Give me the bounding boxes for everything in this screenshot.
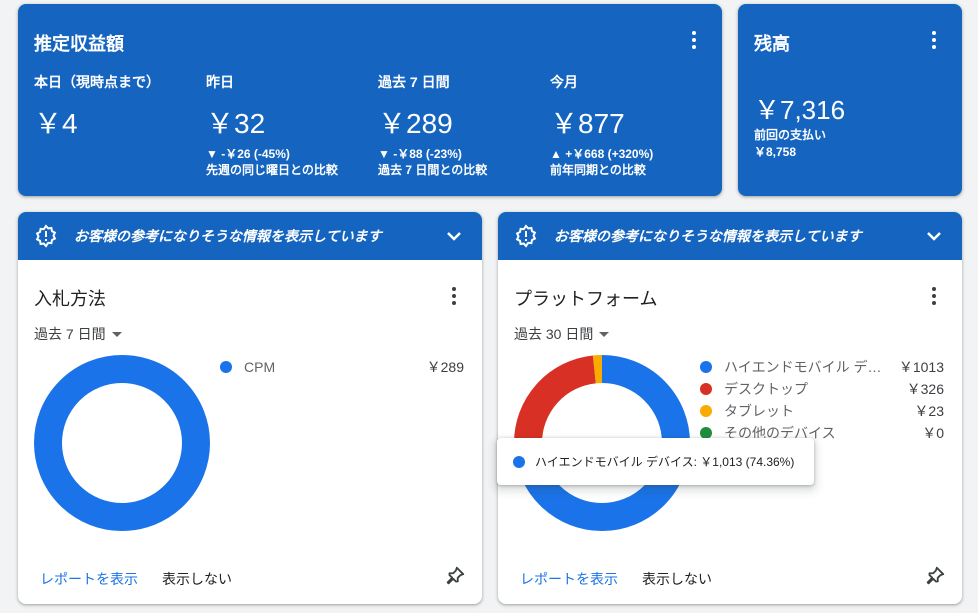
metric-yesterday: 昨日 ￥32 ▼ -￥26 (-45%) 先週の同じ曜日との比較 xyxy=(206,72,376,178)
metric-delta: ▲ +￥668 (+320%) xyxy=(550,147,654,161)
chevron-down-icon[interactable] xyxy=(442,224,466,248)
legend-row: タブレット ￥23 xyxy=(700,400,944,422)
metric-last-7-days: 過去 7 日間 ￥289 ▼ -￥88 (-23%) 過去 7 日間との比較 xyxy=(378,72,548,178)
legend-swatch xyxy=(700,383,712,395)
legend-swatch xyxy=(220,361,232,373)
metric-today: 本日（現時点まで） ￥4 xyxy=(34,72,204,139)
bid-method-card: お客様の参考になりそうな情報を表示しています 入札方法 過去 7 日間 CPM … xyxy=(18,212,482,604)
date-range-dropdown[interactable]: 過去 30 日間 xyxy=(514,324,610,344)
view-report-link[interactable]: レポートを表示 xyxy=(40,571,138,587)
metric-value: ￥289 xyxy=(378,108,453,139)
balance-value: ￥7,316 xyxy=(754,95,846,125)
legend-amount: ￥289 xyxy=(426,359,464,375)
metric-compare: 前年同期との比較 xyxy=(550,163,646,177)
legend-swatch xyxy=(700,405,712,417)
tooltip-text: ハイエンドモバイル デバイス: ￥1,013 (74.36%) xyxy=(535,455,795,469)
platform-legend: ハイエンドモバイル デバイス ￥1013 デスクトップ ￥326 タブレット ￥… xyxy=(700,356,944,444)
date-range-label: 過去 30 日間 xyxy=(514,326,594,342)
banner-text: お客様の参考になりそうな情報を表示しています xyxy=(74,228,382,244)
metric-compare: 先週の同じ曜日との比較 xyxy=(206,163,338,177)
metric-value: ￥32 xyxy=(206,108,266,139)
legend-amount: ￥1013 xyxy=(898,359,944,375)
legend-amount: ￥326 xyxy=(906,381,944,397)
bid-donut-chart xyxy=(34,355,210,531)
chevron-down-icon[interactable] xyxy=(922,224,946,248)
donut-slice-2[interactable] xyxy=(514,355,690,531)
card-more-icon[interactable] xyxy=(442,284,466,308)
legend-name: ハイエンドモバイル デバイス xyxy=(724,359,894,375)
balance-title: 残高 xyxy=(754,34,790,54)
legend-name: CPM xyxy=(244,359,276,375)
banner-text: お客様の参考になりそうな情報を表示しています xyxy=(554,228,862,244)
metric-value: ￥4 xyxy=(34,108,78,139)
bid-legend: CPM ￥289 xyxy=(220,356,464,378)
insight-banner[interactable]: お客様の参考になりそうな情報を表示しています xyxy=(498,212,962,260)
metric-label: 本日（現時点まで） xyxy=(34,74,160,90)
pin-icon[interactable] xyxy=(444,565,466,587)
legend-swatch xyxy=(700,361,712,373)
card-title: 入札方法 xyxy=(34,289,106,309)
card-more-icon[interactable] xyxy=(922,284,946,308)
hide-button[interactable]: 表示しない xyxy=(162,571,232,587)
balance-more-icon[interactable] xyxy=(922,28,946,52)
metric-label: 過去 7 日間 xyxy=(378,74,450,90)
legend-name: デスクトップ xyxy=(724,381,808,397)
metric-value: ￥877 xyxy=(550,108,625,139)
metric-label: 昨日 xyxy=(206,74,234,90)
hide-button[interactable]: 表示しない xyxy=(642,571,712,587)
metric-delta: ▼ -￥26 (-45%) xyxy=(206,147,290,161)
last-payment-label: 前回の支払い xyxy=(754,128,827,142)
metric-compare: 過去 7 日間との比較 xyxy=(378,163,488,177)
balance-card: 残高 ￥7,316 前回の支払い ￥8,758 xyxy=(738,4,962,196)
date-range-dropdown[interactable]: 過去 7 日間 xyxy=(34,324,122,344)
date-range-label: 過去 7 日間 xyxy=(34,326,106,342)
insight-gear-icon xyxy=(35,224,57,248)
legend-row: デスクトップ ￥326 xyxy=(700,378,944,400)
metric-label: 今月 xyxy=(550,74,578,90)
metric-delta: ▼ -￥88 (-23%) xyxy=(378,147,462,161)
legend-name: タブレット xyxy=(724,403,794,419)
earnings-card: 推定収益額 本日（現時点まで） ￥4 昨日 ￥32 ▼ -￥26 (-45%) … xyxy=(18,4,722,196)
card-title: プラットフォーム xyxy=(514,289,658,309)
legend-amount: ￥23 xyxy=(914,403,944,419)
pin-icon[interactable] xyxy=(924,565,946,587)
legend-amount: ￥0 xyxy=(922,425,944,441)
metric-this-month: 今月 ￥877 ▲ +￥668 (+320%) 前年同期との比較 xyxy=(550,72,720,178)
chart-tooltip: ハイエンドモバイル デバイス: ￥1,013 (74.36%) xyxy=(497,438,814,485)
legend-row: CPM ￥289 xyxy=(220,356,464,378)
view-report-link[interactable]: レポートを表示 xyxy=(520,571,618,587)
caret-down-icon xyxy=(599,331,610,337)
platform-card: お客様の参考になりそうな情報を表示しています プラットフォーム 過去 30 日間… xyxy=(498,212,962,604)
donut-slice-0[interactable] xyxy=(34,355,210,531)
caret-down-icon xyxy=(111,331,122,337)
last-payment-value: ￥8,758 xyxy=(754,145,797,159)
insight-banner[interactable]: お客様の参考になりそうな情報を表示しています xyxy=(18,212,482,260)
legend-row: その他のデバイス ￥0 xyxy=(700,422,944,444)
tooltip-swatch xyxy=(513,455,525,468)
earnings-title: 推定収益額 xyxy=(34,34,124,54)
legend-swatch xyxy=(700,427,712,439)
legend-row: ハイエンドモバイル デバイス ￥1013 xyxy=(700,356,944,378)
insight-gear-icon xyxy=(515,224,537,248)
earnings-more-icon[interactable] xyxy=(682,28,706,52)
